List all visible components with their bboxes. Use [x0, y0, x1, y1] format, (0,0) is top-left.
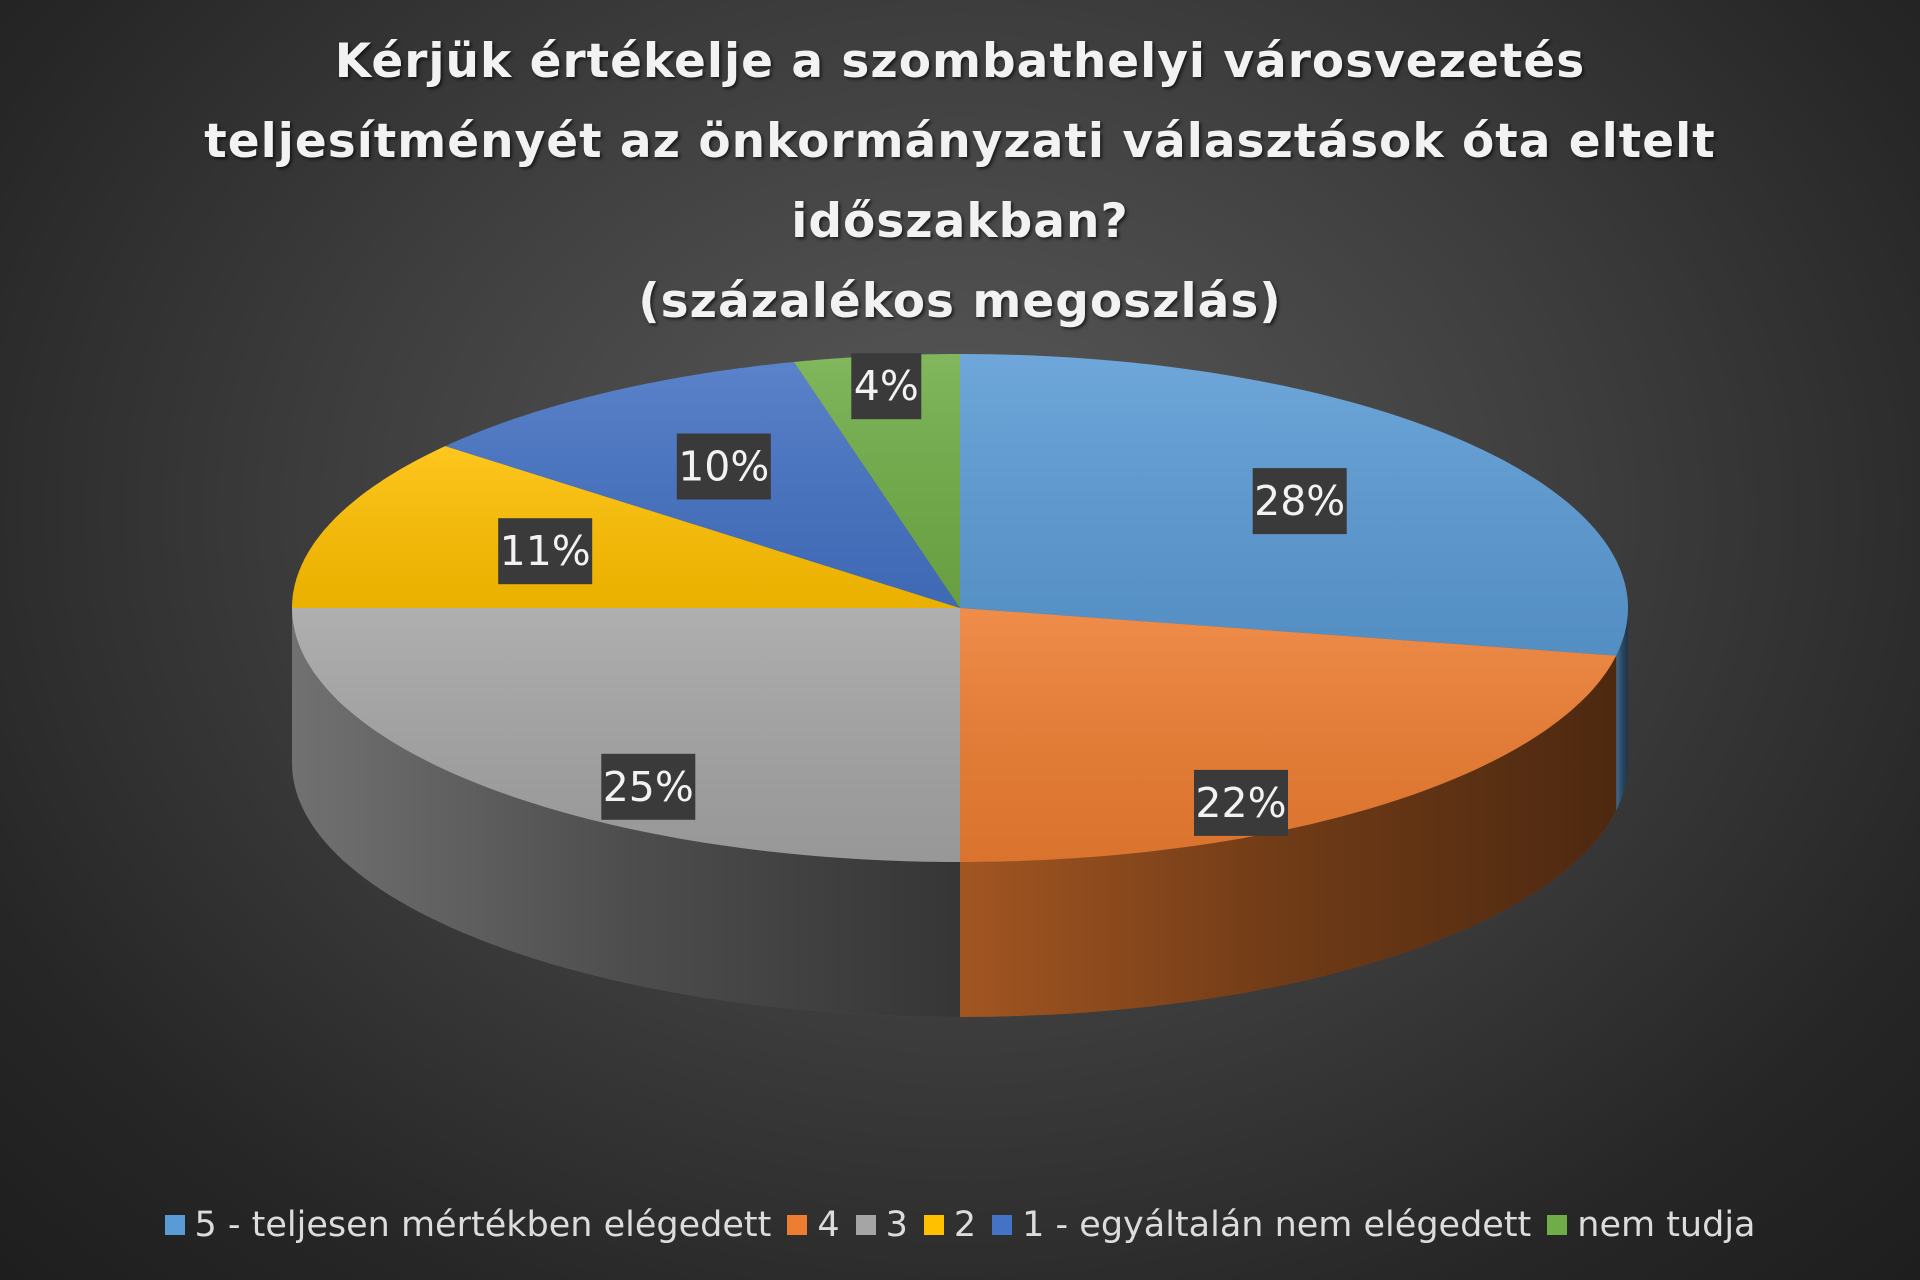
- pie-side-shade-1: [960, 655, 1617, 1017]
- data-label-bg: [1252, 468, 1347, 535]
- legend-swatch: [923, 1215, 944, 1235]
- chart-title-line: (százalékos megoszlás): [638, 274, 1282, 329]
- pie-sides: [292, 608, 1628, 1017]
- legend-item: 2: [923, 1205, 977, 1245]
- data-label-text: 22%: [1195, 779, 1286, 827]
- data-label: 25%: [601, 753, 696, 820]
- pie-tops: [292, 354, 1628, 862]
- legend-item: 5 - teljesen mértékben elégedett: [164, 1205, 772, 1245]
- data-label-text: 11%: [500, 527, 591, 575]
- legend-swatch: [1547, 1215, 1568, 1235]
- legend-item: 3: [855, 1205, 908, 1245]
- pie-labels: 28% 22% 25% 11% 10% 4%: [498, 353, 1347, 836]
- pie-side-shade-2: [292, 608, 960, 1017]
- chart-title-line: teljesítményét az önkormányzati választá…: [204, 114, 1716, 169]
- data-label: 11%: [498, 518, 593, 585]
- data-label: 10%: [676, 433, 771, 500]
- legend-label: 2: [953, 1205, 977, 1245]
- pie-slice-shine-3: [292, 446, 960, 608]
- legend-label: 5 - teljesen mértékben elégedett: [194, 1205, 772, 1245]
- chart-title-line: időszakban?: [791, 194, 1129, 249]
- data-label: 28%: [1252, 468, 1347, 535]
- legend-swatch: [992, 1215, 1013, 1235]
- legend-swatch: [855, 1215, 876, 1235]
- data-label-bg: [601, 753, 696, 820]
- legend-swatch: [164, 1215, 185, 1235]
- data-label-text: 25%: [603, 763, 694, 811]
- data-label-bg: [498, 518, 593, 585]
- legend-label: 1 - egyáltalán nem elégedett: [1022, 1205, 1532, 1245]
- data-label: 4%: [851, 353, 922, 420]
- legend-item: 1 - egyáltalán nem elégedett: [992, 1205, 1531, 1245]
- pie-slice-shine-1: [960, 608, 1617, 862]
- legend-item: nem tudja: [1547, 1205, 1756, 1245]
- legend-label: nem tudja: [1577, 1205, 1756, 1245]
- data-label-text: 28%: [1254, 477, 1345, 525]
- pie-side-shade-0: [1616, 608, 1628, 811]
- data-label: 22%: [1194, 769, 1288, 836]
- data-label-text: 4%: [854, 362, 919, 410]
- chart-title: Kérjük értékelje a szombathelyi városvez…: [60, 22, 1860, 342]
- legend-label: 4: [817, 1205, 840, 1245]
- data-label-bg: [676, 433, 771, 500]
- pie-slice-shine-2: [292, 608, 960, 862]
- legend-label: 3: [885, 1205, 908, 1245]
- chart-title-line: Kérjük értékelje a szombathelyi városvez…: [334, 34, 1586, 89]
- data-label-text: 10%: [678, 443, 769, 491]
- legend: 5 - teljesen mértékben elégedett 4 3 2 1 - e…: [0, 1205, 1920, 1245]
- legend-swatch: [787, 1215, 808, 1235]
- legend-item: 4: [787, 1205, 840, 1245]
- data-label-bg: [851, 353, 922, 420]
- data-label-bg: [1194, 769, 1288, 836]
